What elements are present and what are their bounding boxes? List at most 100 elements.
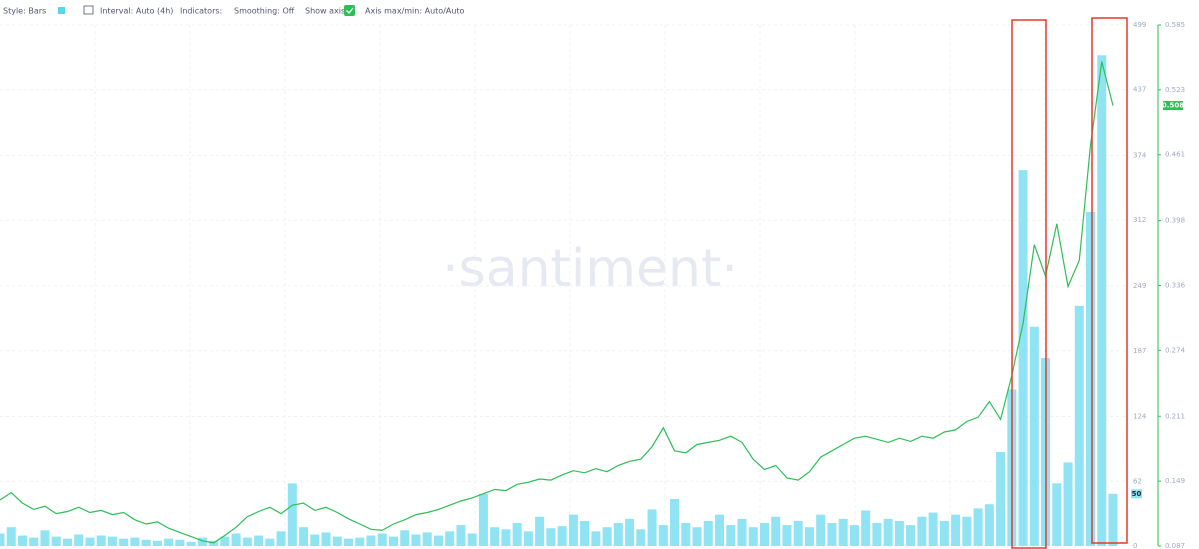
bar [681, 523, 691, 546]
toolbar: Style: Bars Interval: Auto (4h) Indicato… [3, 5, 465, 16]
bar [917, 516, 927, 546]
bar [748, 527, 758, 546]
bar [872, 523, 882, 546]
y2-tick-label: 0.398 [1165, 217, 1185, 225]
bar [568, 514, 578, 546]
bar [546, 528, 556, 546]
show-axis-checkbox[interactable] [344, 5, 355, 16]
bar [861, 510, 871, 546]
y-tick-label: 0 [1133, 542, 1137, 549]
bar [906, 525, 916, 546]
bar [1063, 462, 1073, 546]
style-select[interactable]: Style: Bars [3, 7, 46, 16]
y-tick-label: 62 [1133, 477, 1142, 485]
bar [310, 534, 320, 546]
bar [580, 520, 590, 546]
bar [141, 539, 151, 546]
bar [366, 535, 376, 546]
bar [411, 534, 421, 546]
axis-minmax-select[interactable]: Axis max/min: Auto/Auto [365, 7, 465, 16]
bar [1029, 326, 1039, 546]
bar [973, 508, 983, 546]
bar [388, 536, 398, 546]
bar [355, 537, 365, 546]
indicators-select[interactable]: Indicators: [180, 7, 222, 16]
bar [1108, 493, 1118, 546]
smoothing-select[interactable]: Smoothing: Off [234, 7, 295, 16]
bar [715, 514, 725, 546]
bar [759, 523, 769, 546]
bar [1052, 483, 1062, 546]
bar [220, 536, 230, 546]
bar [276, 531, 286, 546]
bar [591, 531, 601, 546]
y2-tick-label: 0.461 [1165, 151, 1185, 159]
line [0, 61, 1114, 544]
bar [939, 520, 949, 546]
bar [96, 535, 106, 546]
bar [692, 527, 702, 546]
y2-tick-label: 0.087 [1165, 542, 1185, 549]
bar [29, 537, 39, 546]
bar [849, 525, 859, 546]
bar [996, 452, 1006, 546]
bar [344, 538, 354, 546]
bar [984, 504, 994, 546]
bar [613, 523, 623, 546]
bar [107, 536, 117, 546]
bar [804, 527, 814, 546]
show-axis-label: Show axis [305, 7, 345, 16]
bar [478, 493, 488, 546]
bar [377, 533, 387, 546]
bar [321, 532, 331, 546]
y2-tick-label: 0.585 [1165, 21, 1185, 29]
bar [883, 518, 893, 546]
highlight-box [1011, 19, 1047, 549]
bar [299, 527, 309, 546]
bar [816, 514, 826, 546]
bar [782, 525, 792, 546]
bar [74, 534, 84, 546]
watermark: ·santiment· [442, 239, 738, 299]
bar [523, 531, 533, 546]
y2-tick-label: 0.336 [1165, 282, 1186, 290]
bar [265, 538, 275, 546]
y-tick-label: 499 [1133, 21, 1146, 29]
bar [119, 538, 129, 546]
bar [951, 514, 961, 546]
bar [0, 533, 5, 546]
y-tick-label: 187 [1133, 347, 1146, 355]
bar [703, 520, 713, 546]
bar [1018, 170, 1028, 547]
y2-tick-label: 0.149 [1165, 477, 1185, 485]
y-tick-label: 374 [1133, 152, 1147, 160]
bar [625, 518, 635, 546]
bar [647, 509, 657, 546]
color-swatch[interactable] [58, 7, 65, 14]
value-badge-label: 0.508 [1162, 102, 1184, 110]
bar [737, 518, 747, 546]
bar [254, 535, 264, 546]
bar [838, 518, 848, 546]
bar [422, 532, 432, 546]
bar [6, 527, 16, 546]
interval-select[interactable]: Interval: Auto (4h) [100, 7, 173, 16]
y2-tick-label: 0.523 [1165, 86, 1185, 94]
bar [433, 535, 443, 546]
y-tick-label: 124 [1133, 413, 1147, 421]
bar [512, 523, 522, 546]
bar [332, 536, 342, 546]
bar [17, 535, 27, 546]
bar [827, 523, 837, 546]
highlight-box [1091, 17, 1128, 544]
bar [1074, 305, 1084, 546]
bar [535, 516, 545, 546]
bar [445, 531, 455, 546]
bar [467, 533, 477, 546]
y2-tick-label: 0.211 [1165, 412, 1185, 420]
y-tick-label: 249 [1133, 282, 1146, 290]
bar [164, 538, 174, 546]
bar [557, 526, 567, 546]
